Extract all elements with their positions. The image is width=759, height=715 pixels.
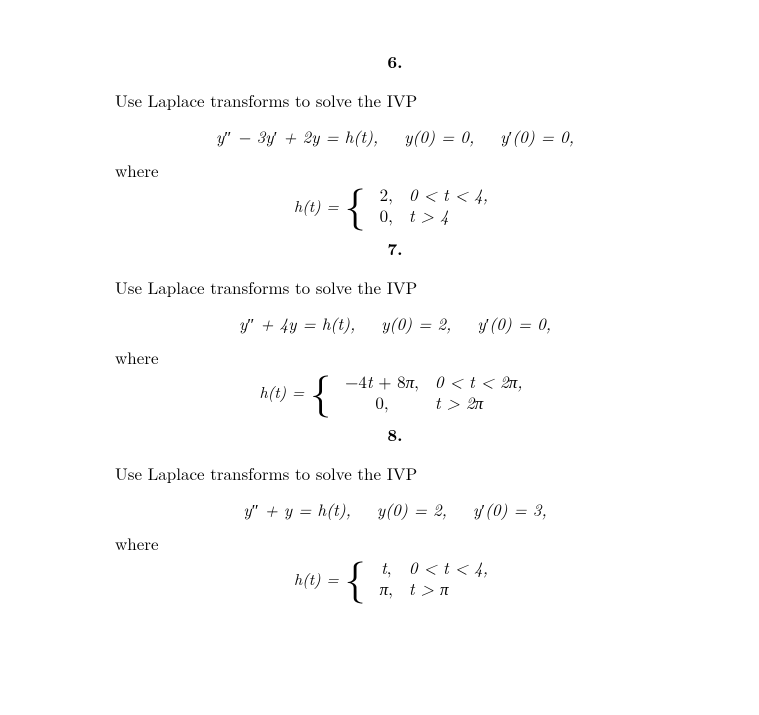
piecewise-lhs: h(t) =	[294, 567, 339, 590]
case-condition: 0 < t < 2π,	[427, 371, 531, 392]
case-condition: t > 4	[401, 205, 496, 226]
section-number: 6.	[115, 50, 675, 74]
case-condition: 0 < t < 4,	[401, 184, 496, 205]
piecewise: h(t) = {2,0 < t < 4,0,t > 4	[294, 184, 496, 227]
case-value: 0,	[337, 392, 427, 413]
section-number: 7.	[115, 237, 675, 261]
problem-prompt: Use Laplace transforms to solve the IVP	[115, 88, 675, 112]
case-condition: t > π	[401, 578, 496, 599]
piecewise-lhs: h(t) =	[294, 194, 339, 217]
left-brace-icon: {	[345, 556, 366, 598]
piecewise-definition: h(t) ={−4t + 8π,0 < t < 2π,0,t > 2π	[115, 371, 675, 414]
ivp-equation: y″ + y = h(t), y(0) = 2, y′(0) = 3,	[115, 497, 675, 521]
piecewise: h(t) ={−4t + 8π,0 < t < 2π,0,t > 2π	[260, 371, 531, 414]
where-label: where	[115, 345, 675, 369]
left-brace-icon: {	[345, 183, 366, 225]
ivp-equation: y″ + 4y = h(t), y(0) = 2, y′(0) = 0,	[115, 311, 675, 335]
piecewise-cases: −4t + 8π,0 < t < 2π,0,t > 2π	[337, 371, 530, 414]
piecewise-cases: 2,0 < t < 4,0,t > 4	[372, 184, 496, 227]
where-label: where	[115, 531, 675, 555]
problem-prompt: Use Laplace transforms to solve the IVP	[115, 275, 675, 299]
page: 6. Use Laplace transforms to solve the IV…	[0, 0, 759, 715]
piecewise-definition: h(t) = {2,0 < t < 4,0,t > 4	[115, 184, 675, 227]
piecewise-cases: t,0 < t < 4,π,t > π	[372, 557, 496, 600]
where-label: where	[115, 158, 675, 182]
case-value: π,	[372, 578, 401, 599]
case-value: 0,	[372, 205, 401, 226]
ivp-equation: y″ − 3y′ + 2y = h(t), y(0) = 0, y′(0) = …	[115, 124, 675, 148]
problem-prompt: Use Laplace transforms to solve the IVP	[115, 461, 675, 485]
section-number: 8.	[115, 423, 675, 447]
piecewise-lhs: h(t) =	[260, 380, 305, 403]
problems-container: 6. Use Laplace transforms to solve the IV…	[115, 50, 675, 600]
case-value: −4t + 8π,	[337, 371, 427, 392]
case-value: t,	[372, 557, 401, 578]
piecewise-definition: h(t) ={t,0 < t < 4,π,t > π	[115, 557, 675, 600]
case-value: 2,	[372, 184, 401, 205]
left-brace-icon: {	[310, 370, 331, 412]
case-condition: t > 2π	[427, 392, 531, 413]
piecewise: h(t) ={t,0 < t < 4,π,t > π	[294, 557, 496, 600]
case-condition: 0 < t < 4,	[401, 557, 496, 578]
